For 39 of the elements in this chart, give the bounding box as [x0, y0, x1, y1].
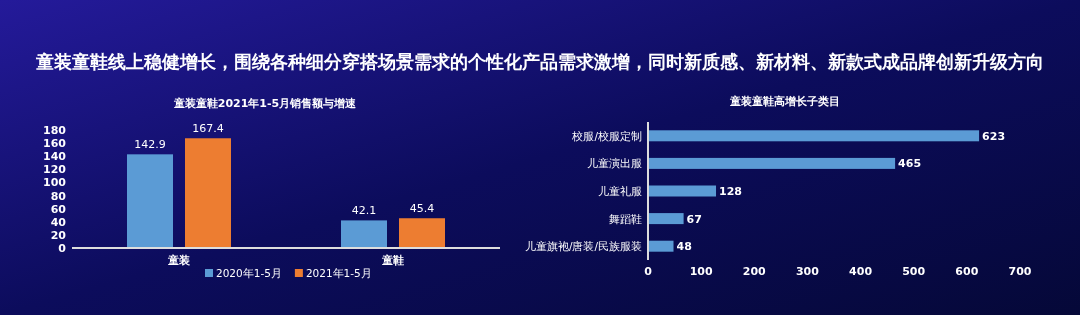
- x-tick-label: 200: [742, 265, 767, 278]
- data-label: 48: [676, 240, 692, 254]
- legend-label: 2021年1-5月: [305, 267, 372, 279]
- chart-title: 童装童鞋高增长子类目: [729, 95, 840, 108]
- y-tick-label: 舞蹈鞋: [609, 212, 642, 225]
- data-label: 67: [686, 212, 702, 226]
- y-tick-label: 儿童演出服: [587, 157, 642, 170]
- x-tick-label: 童装: [167, 254, 190, 267]
- y-tick-label: 0: [58, 242, 67, 255]
- x-tick-label: 500: [902, 265, 926, 278]
- x-tick-label: 600: [955, 265, 979, 278]
- x-tick-label: 400: [849, 265, 873, 278]
- y-tick-label: 120: [43, 163, 67, 177]
- legend-label: 2020年1-5月: [216, 267, 282, 279]
- data-label: 142.9: [134, 138, 166, 152]
- x-tick-label: 0: [644, 265, 653, 278]
- y-tick-label: 180: [43, 124, 67, 137]
- y-tick-label: 校服/校服定制: [571, 129, 642, 142]
- y-tick-label: 40: [50, 215, 67, 229]
- chart-title: 童装童鞋2021年1-5月销售额与增速: [172, 97, 358, 110]
- y-tick-label: 100: [43, 176, 67, 190]
- y-tick-label: 160: [43, 137, 67, 151]
- data-label: 167.4: [192, 122, 224, 136]
- x-tick-label: 100: [689, 265, 713, 278]
- x-tick-label: 700: [1008, 265, 1032, 278]
- data-label: 45.4: [409, 202, 435, 216]
- text: 童装童鞋线上稳健增长，围绕各种细分穿搭场景需求的个性化产品需求激增，同时新质感、新材料、新款式成品牌创新升级方向: [35, 51, 1044, 72]
- data-label: 623: [982, 129, 1006, 143]
- y-tick-label: 80: [50, 189, 67, 203]
- y-tick-label: 儿童旗袍/唐装/民族服装: [524, 240, 642, 253]
- data-label: 42.1: [351, 204, 377, 218]
- data-label: 128: [719, 185, 742, 198]
- y-tick-label: 儿童礼服: [598, 185, 642, 197]
- y-tick-label: 20: [50, 228, 67, 242]
- y-tick-label: 140: [43, 150, 67, 164]
- data-label: 465: [898, 157, 922, 171]
- x-tick-label: 300: [795, 265, 820, 278]
- x-tick-label: 童鞋: [381, 254, 404, 267]
- y-tick-label: 60: [50, 202, 67, 216]
